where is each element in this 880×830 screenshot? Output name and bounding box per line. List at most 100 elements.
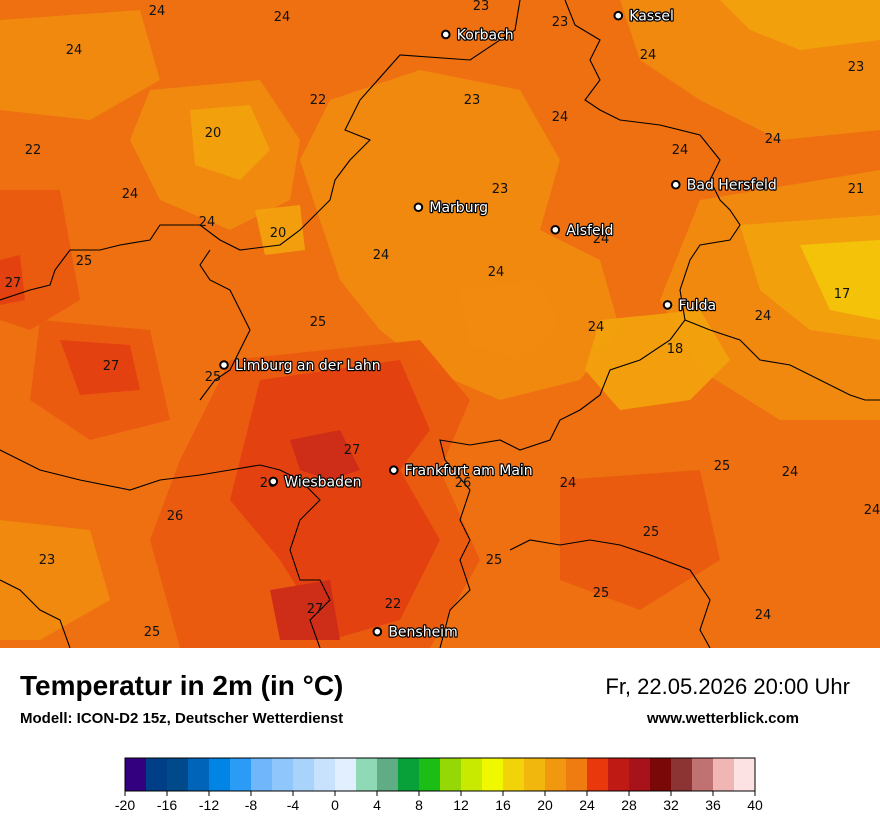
- temperature-value: 26: [167, 509, 184, 524]
- temperature-value: 25: [714, 459, 731, 474]
- legend-tick-label: 8: [415, 797, 423, 813]
- city-alsfeld[interactable]: Alsfeld: [550, 222, 615, 240]
- border-line-2: [684, 319, 880, 401]
- temperature-value: 24: [640, 48, 657, 63]
- legend-tick-label: -4: [287, 797, 300, 813]
- city-wiesbaden[interactable]: Wiesbaden: [268, 473, 363, 492]
- field-26-main: [230, 360, 440, 640]
- temperature-value: 23: [464, 93, 481, 108]
- temperature-value: 20: [270, 226, 287, 241]
- legend-swatch: [293, 758, 315, 791]
- city-dot-icon: [670, 179, 681, 190]
- city-dot-icon: [219, 360, 229, 370]
- temperature-value: 24: [274, 10, 291, 25]
- city-frankfurt-am-main[interactable]: Frankfurt am Main: [388, 462, 534, 480]
- legend-tick-label: 16: [495, 797, 511, 813]
- field-27-frankfurt: [290, 430, 360, 480]
- temperature-value: 25: [593, 586, 610, 601]
- legend-swatch: [713, 758, 735, 791]
- temperature-value: 24: [122, 187, 139, 202]
- legend-swatch: [608, 758, 630, 791]
- temperature-value: 25: [76, 254, 93, 269]
- border-line-4: [509, 539, 711, 648]
- city-bensheim[interactable]: Bensheim: [372, 623, 459, 642]
- city-label: Frankfurt am Main: [405, 463, 533, 479]
- color-legend: -20 -16 -12 -8 -4 0 4 8 12 16 20 24 28 32 36 40: [115, 757, 763, 813]
- temperature-value: 24: [782, 465, 799, 480]
- city-dot-icon: [550, 224, 561, 235]
- legend-swatch: [398, 758, 420, 791]
- legend-swatch: [671, 758, 693, 791]
- city-fulda[interactable]: Fulda: [662, 297, 717, 315]
- legend-frame: [124, 757, 756, 792]
- temperature-value: 21: [848, 182, 865, 197]
- city-korbach[interactable]: Korbach: [440, 26, 515, 45]
- field-26-sw: [60, 340, 140, 395]
- temperature-value: 24: [552, 110, 569, 125]
- temperature-value: 23: [552, 15, 569, 30]
- temperature-value: 23: [473, 0, 490, 14]
- legend-tick-label: -8: [245, 797, 258, 813]
- temperature-value: 24: [199, 215, 216, 230]
- city-dot-icon: [613, 10, 624, 21]
- city-dot-icon: [268, 476, 279, 487]
- city-label: Limburg an der Lahn: [235, 358, 381, 374]
- temperature-value: 27: [103, 359, 120, 374]
- field-22-alsfeld: [460, 280, 560, 360]
- legend-swatch: [545, 758, 567, 791]
- border-line-3: [0, 449, 331, 648]
- temperature-value: 23: [39, 553, 56, 568]
- temperature-value: 24: [765, 132, 782, 147]
- legend-swatch: [230, 758, 252, 791]
- legend-swatch: [482, 758, 504, 791]
- field-17-east: [800, 240, 880, 320]
- map-canvas: 24 24 23 23 24 24 23 22 23 24 20 24 22 24 23 21 24 24 20 24…: [0, 0, 880, 648]
- city-bad-hersfeld[interactable]: Bad Hersfeld: [670, 177, 778, 195]
- field-22-sw: [0, 520, 110, 640]
- field-20-west: [190, 105, 270, 180]
- field-20-ne: [720, 0, 880, 50]
- model-source: Modell: ICON-D2 15z, Deutscher Wetterdie…: [20, 710, 344, 727]
- temperature-value: 24: [588, 320, 605, 335]
- temperature-value: 25: [486, 553, 503, 568]
- field-20-se: [585, 310, 730, 410]
- legend-swatch: [146, 758, 168, 791]
- city-marburg[interactable]: Marburg: [413, 199, 489, 217]
- city-label: Marburg: [429, 200, 488, 216]
- temperature-value: 24: [755, 309, 772, 324]
- legend-tick-label: -16: [157, 797, 177, 813]
- legend-swatch: [167, 758, 189, 791]
- legend-tick-label: 4: [373, 797, 381, 813]
- city-markers: Kassel Korbach Bad Hersfeld Marburg Alsfeld F…: [219, 7, 778, 642]
- legend-swatch: [377, 758, 399, 791]
- temperature-value: 24: [560, 476, 577, 491]
- temperature-value: 24: [66, 43, 83, 58]
- temperature-field: [0, 0, 880, 648]
- legend-swatch: [566, 758, 588, 791]
- city-label: Fulda: [679, 298, 717, 314]
- legend-tick-label: 32: [663, 797, 679, 813]
- city-kassel[interactable]: Kassel: [613, 7, 675, 26]
- legend-swatch: [314, 758, 336, 791]
- city-dot-icon: [388, 465, 399, 475]
- city-dot-icon: [372, 626, 383, 637]
- temperature-value: 25: [310, 315, 327, 330]
- temperature-value: 24: [864, 503, 880, 518]
- temperature-value: 22: [25, 143, 42, 158]
- legend-swatch: [587, 758, 609, 791]
- temperature-value: 27: [5, 276, 22, 291]
- website-link[interactable]: www.wetterblick.com: [647, 710, 799, 727]
- field-20-mid: [255, 205, 305, 255]
- temperature-value: 24: [593, 232, 610, 247]
- temperature-value: 22: [385, 597, 402, 612]
- temperature-value: 27: [307, 602, 324, 617]
- map-title: Temperatur in 2m (in °C): [20, 670, 344, 701]
- legend-tick-label: 12: [453, 797, 469, 813]
- legend-swatch: [440, 758, 462, 791]
- legend-tick-label: 28: [621, 797, 637, 813]
- city-limburg-an-der-lahn[interactable]: Limburg an der Lahn: [219, 357, 382, 375]
- temperature-map[interactable]: 24 24 23 23 24 24 23 22 23 24 20 24 22 24 23 21 24 24 20 24…: [0, 0, 880, 648]
- temperature-values: 24 24 23 23 24 24 23 22 23 24 20 24 22 24 23 21 24 24 20 24…: [5, 0, 880, 640]
- field-27-south: [270, 580, 340, 640]
- temperature-value: 25: [144, 625, 161, 640]
